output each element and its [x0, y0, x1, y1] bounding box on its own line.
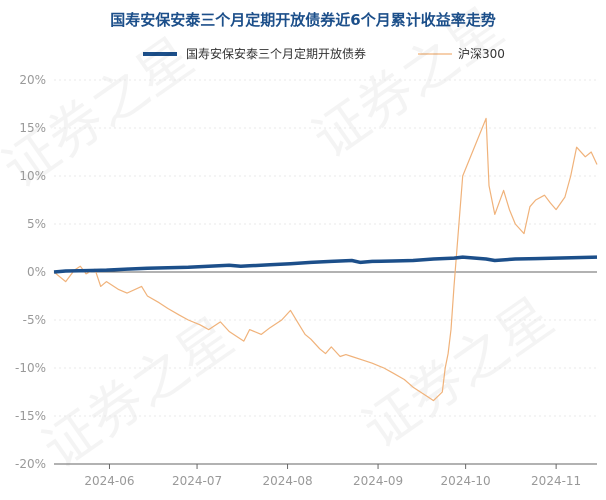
y-tick-label: 15% [19, 121, 46, 135]
y-tick-label: -20% [15, 457, 46, 471]
x-tick-label: 2024-08 [262, 474, 312, 488]
x-tick-label: 2024-10 [441, 474, 491, 488]
x-tick-label: 2024-07 [172, 474, 222, 488]
x-tick-label: 2024-06 [84, 474, 134, 488]
y-tick-label: -15% [15, 409, 46, 423]
y-tick-label: 0% [27, 265, 46, 279]
y-tick-label: 20% [19, 73, 46, 87]
y-tick-label: 5% [27, 217, 46, 231]
legend: 国寿安保安泰三个月定期开放债券 沪深300 [143, 46, 505, 61]
x-tick-label: 2024-09 [353, 474, 403, 488]
series-line-csi300 [53, 117, 598, 402]
x-tick-label: 2024-11 [531, 474, 581, 488]
x-axis: 2024-06 2024-07 2024-08 2024-09 2024-10 2024-… [84, 464, 581, 488]
chart-title: 国寿安保安泰三个月定期开放债券近6个月累计收益率走势 [110, 11, 495, 29]
y-tick-label: 10% [19, 169, 46, 183]
legend-label: 国寿安保安泰三个月定期开放债券 [186, 46, 366, 61]
series-lines [53, 117, 598, 402]
y-tick-label: -5% [23, 313, 46, 327]
watermark-text: 证券之星 [351, 285, 564, 460]
series-line-fund [53, 255, 598, 274]
y-axis: 20% 15% 10% 5% 0% -5% -10% -15% -20% [15, 73, 46, 471]
legend-label: 沪深300 [458, 47, 505, 61]
y-tick-label: -10% [15, 361, 46, 375]
watermark-text: 证券之星 [31, 305, 244, 480]
grid [54, 79, 597, 465]
